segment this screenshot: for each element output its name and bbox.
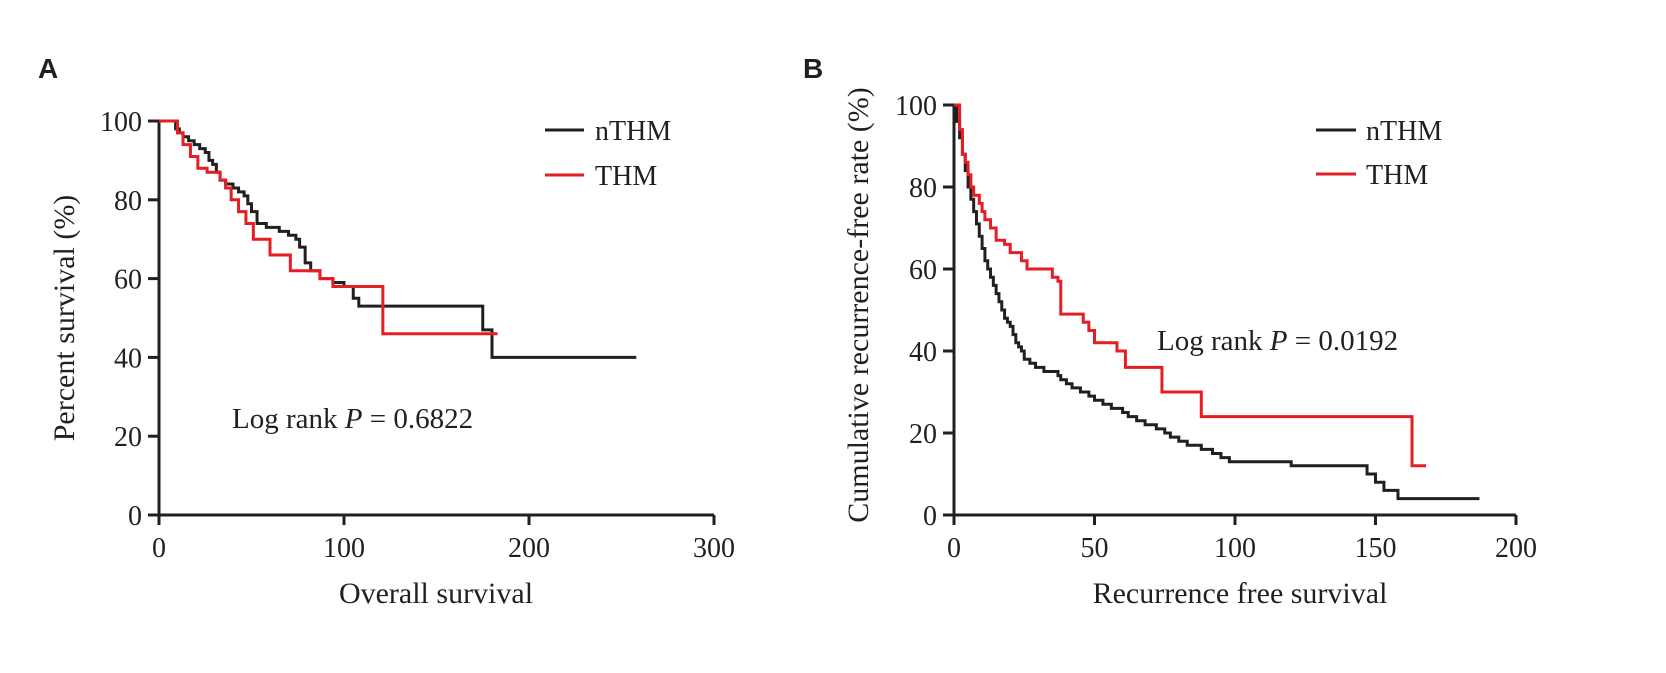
curves-b (954, 103, 1480, 501)
log-rank-annotation-b: Log rank P = 0.0192 (1157, 325, 1398, 357)
y-tick-label-a: 20 (114, 422, 142, 453)
x-tick-label-b: 50 (1081, 533, 1109, 564)
y-tick-label-a: 80 (114, 186, 142, 217)
x-tick-label-b: 100 (1214, 533, 1256, 564)
x-axis-label-b: Recurrence free survival (1093, 577, 1388, 610)
x-tick-label-b: 0 (947, 533, 961, 564)
x-tick-label-b: 200 (1495, 533, 1537, 564)
legend-label-thm-b: THM (1366, 160, 1428, 191)
x-axis-label-a: Overall survival (339, 577, 533, 610)
legend-label-thm-a: THM (595, 161, 657, 192)
panel-label-a: A (38, 53, 58, 84)
survival-curve-thm-a (159, 119, 498, 336)
axes-a: 0 100 200 300 0 20 40 60 80 100 (100, 107, 735, 564)
legend-a: nTHM THM (545, 116, 671, 192)
y-tick-label-a: 100 (100, 107, 142, 138)
y-tick-label-b: 20 (909, 419, 937, 450)
x-tick-label-a: 300 (693, 533, 735, 564)
p-symbol-b: P (1269, 325, 1288, 357)
survival-curve-nthm-a (159, 119, 637, 359)
log-rank-prefix-a: Log rank (232, 403, 345, 435)
legend-label-nthm-a: nTHM (595, 116, 671, 147)
y-axis-label-b: Cumulative recurrence-free rate (%) (842, 87, 875, 523)
log-rank-annotation-a: Log rank P = 0.6822 (232, 403, 473, 435)
y-tick-label-a: 60 (114, 265, 142, 296)
p-symbol-a: P (344, 403, 363, 435)
p-value-a: = 0.6822 (362, 403, 473, 435)
survival-curve-nthm-b (954, 103, 1480, 501)
legend-label-nthm-b: nTHM (1366, 116, 1442, 147)
y-axis-label-a: Percent survival (%) (48, 195, 81, 442)
x-tick-label-a: 100 (323, 533, 365, 564)
y-tick-label-a: 40 (114, 343, 142, 374)
y-tick-label-b: 40 (909, 337, 937, 368)
panel-label-b: B (803, 53, 823, 84)
chart-a: A Percent survival (%) Overall survival … (38, 53, 735, 610)
y-tick-label-b: 0 (923, 501, 937, 532)
y-tick-label-b: 60 (909, 255, 937, 286)
y-tick-label-a: 0 (128, 501, 142, 532)
y-tick-label-b: 100 (895, 91, 937, 122)
log-rank-prefix-b: Log rank (1157, 325, 1270, 357)
x-tick-label-a: 200 (508, 533, 550, 564)
x-tick-label-a: 0 (152, 533, 166, 564)
chart-b: B Cumulative recurrence-free rate (%) Re… (803, 53, 1537, 610)
survival-curve-thm-b (954, 103, 1427, 468)
legend-b: nTHM THM (1316, 116, 1442, 191)
axes-b: 0 50 100 150 200 0 20 40 60 80 100 (895, 91, 1537, 564)
y-tick-label-b: 80 (909, 173, 937, 204)
p-value-b: = 0.0192 (1287, 325, 1398, 357)
x-tick-label-b: 150 (1355, 533, 1397, 564)
curves-a (159, 119, 637, 359)
